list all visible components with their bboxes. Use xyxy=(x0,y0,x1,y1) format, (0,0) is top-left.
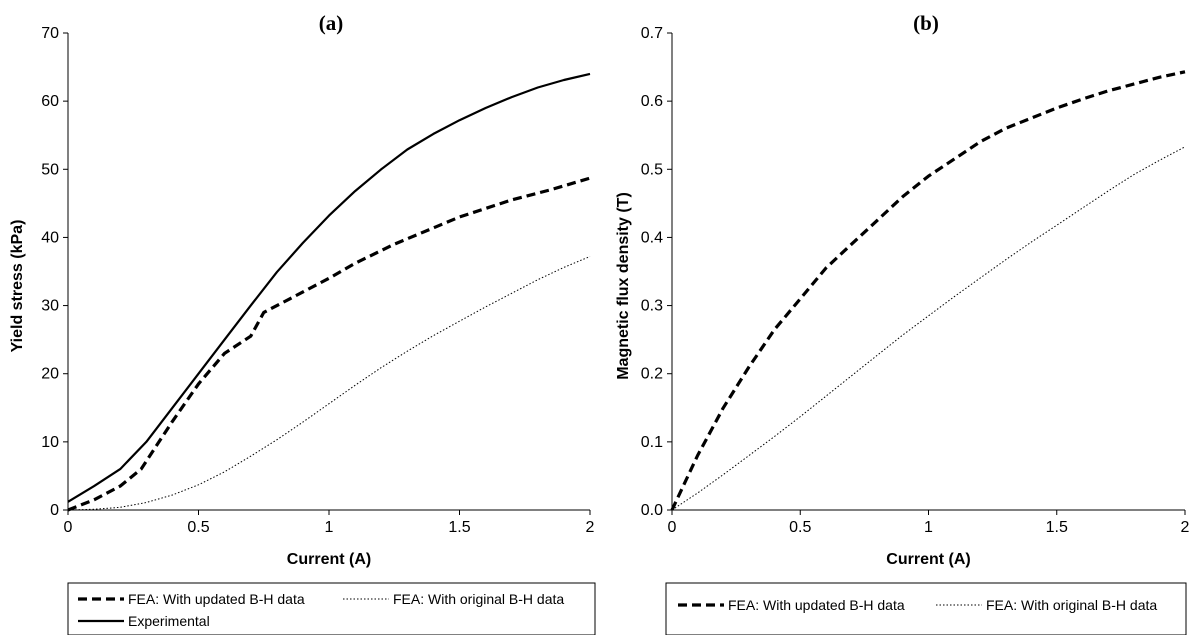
chart-b-series xyxy=(670,70,1186,511)
legend-label-2: FEA: With original B-H data xyxy=(986,597,1157,613)
chart-a-series xyxy=(67,72,591,512)
y-tick-label: 30 xyxy=(41,298,59,315)
chart-b-legend: FEA: With updated B-H data FEA: With orig… xyxy=(665,582,1187,635)
series-line-3 xyxy=(67,72,591,503)
x-tick-label: 0 xyxy=(64,519,73,536)
chart-a-y-axis-title: Yield stress (kPa) xyxy=(9,220,26,353)
y-tick-label: 50 xyxy=(41,161,59,178)
y-tick-label: 70 xyxy=(41,25,59,42)
chart-b-x-axis-title: Current (A) xyxy=(886,551,970,568)
chart-a-x-ticks: 0 0.5 1 1.5 2 xyxy=(64,510,595,536)
chart-b-y-axis-title: Magnetic flux density (T) xyxy=(615,192,632,380)
x-tick-label: 1 xyxy=(325,519,334,536)
y-tick-label: 0.6 xyxy=(641,93,663,110)
legend-label-2: FEA: With original B-H data xyxy=(393,591,564,607)
x-tick-label: 1.5 xyxy=(1046,519,1068,536)
legend-label-1: FEA: With updated B-H data xyxy=(728,597,905,613)
legend-label-1: FEA: With updated B-H data xyxy=(128,591,305,607)
y-tick-label: 0.7 xyxy=(641,25,663,42)
series-line-2 xyxy=(67,256,591,511)
y-tick-label: 0.5 xyxy=(641,161,663,178)
y-tick-label: 0.4 xyxy=(641,229,663,246)
y-tick-label: 0.3 xyxy=(641,298,663,315)
chart-b-flux-density: (b) 0 0.5 1 1.5 2 0.0 0.1 0.2 0.3 0.4 0.5 0.6 0.7 C… xyxy=(615,11,1190,635)
x-tick-label: 1 xyxy=(924,519,933,536)
y-tick-label: 0.0 xyxy=(641,502,663,519)
panel-a-label: (a) xyxy=(319,11,344,35)
y-tick-label: 60 xyxy=(41,93,59,110)
chart-a-x-axis-title: Current (A) xyxy=(287,551,371,568)
chart-a-legend: FEA: With updated B-H data FEA: With orig… xyxy=(67,582,596,635)
y-tick-label: 0 xyxy=(50,502,59,519)
x-tick-label: 0.5 xyxy=(187,519,209,536)
chart-b-x-ticks: 0 0.5 1 1.5 2 xyxy=(668,510,1190,536)
x-tick-label: 0 xyxy=(668,519,677,536)
chart-a-y-ticks: 0 10 20 30 40 50 60 70 xyxy=(41,25,68,519)
series-line-2 xyxy=(671,146,1186,511)
x-tick-label: 2 xyxy=(586,519,595,536)
legend-box xyxy=(67,582,596,635)
chart-b-y-ticks: 0.0 0.1 0.2 0.3 0.4 0.5 0.6 0.7 xyxy=(641,25,672,519)
series-line-1 xyxy=(67,176,591,512)
x-tick-label: 0.5 xyxy=(789,519,811,536)
x-tick-label: 1.5 xyxy=(448,519,470,536)
y-tick-label: 0.2 xyxy=(641,366,663,383)
chart-a-yield-stress: (a) 0 0.5 1 1.5 2 0 10 20 30 40 50 60 70 Current (A… xyxy=(9,11,596,635)
y-tick-label: 0.1 xyxy=(641,434,663,451)
y-tick-label: 20 xyxy=(41,366,59,383)
panel-b-label: (b) xyxy=(913,11,939,35)
x-tick-label: 2 xyxy=(1181,519,1190,536)
y-tick-label: 10 xyxy=(41,434,59,451)
series-line-1 xyxy=(670,70,1186,511)
legend-label-3: Experimental xyxy=(128,613,210,629)
legend-box xyxy=(665,582,1187,635)
y-tick-label: 40 xyxy=(41,229,59,246)
